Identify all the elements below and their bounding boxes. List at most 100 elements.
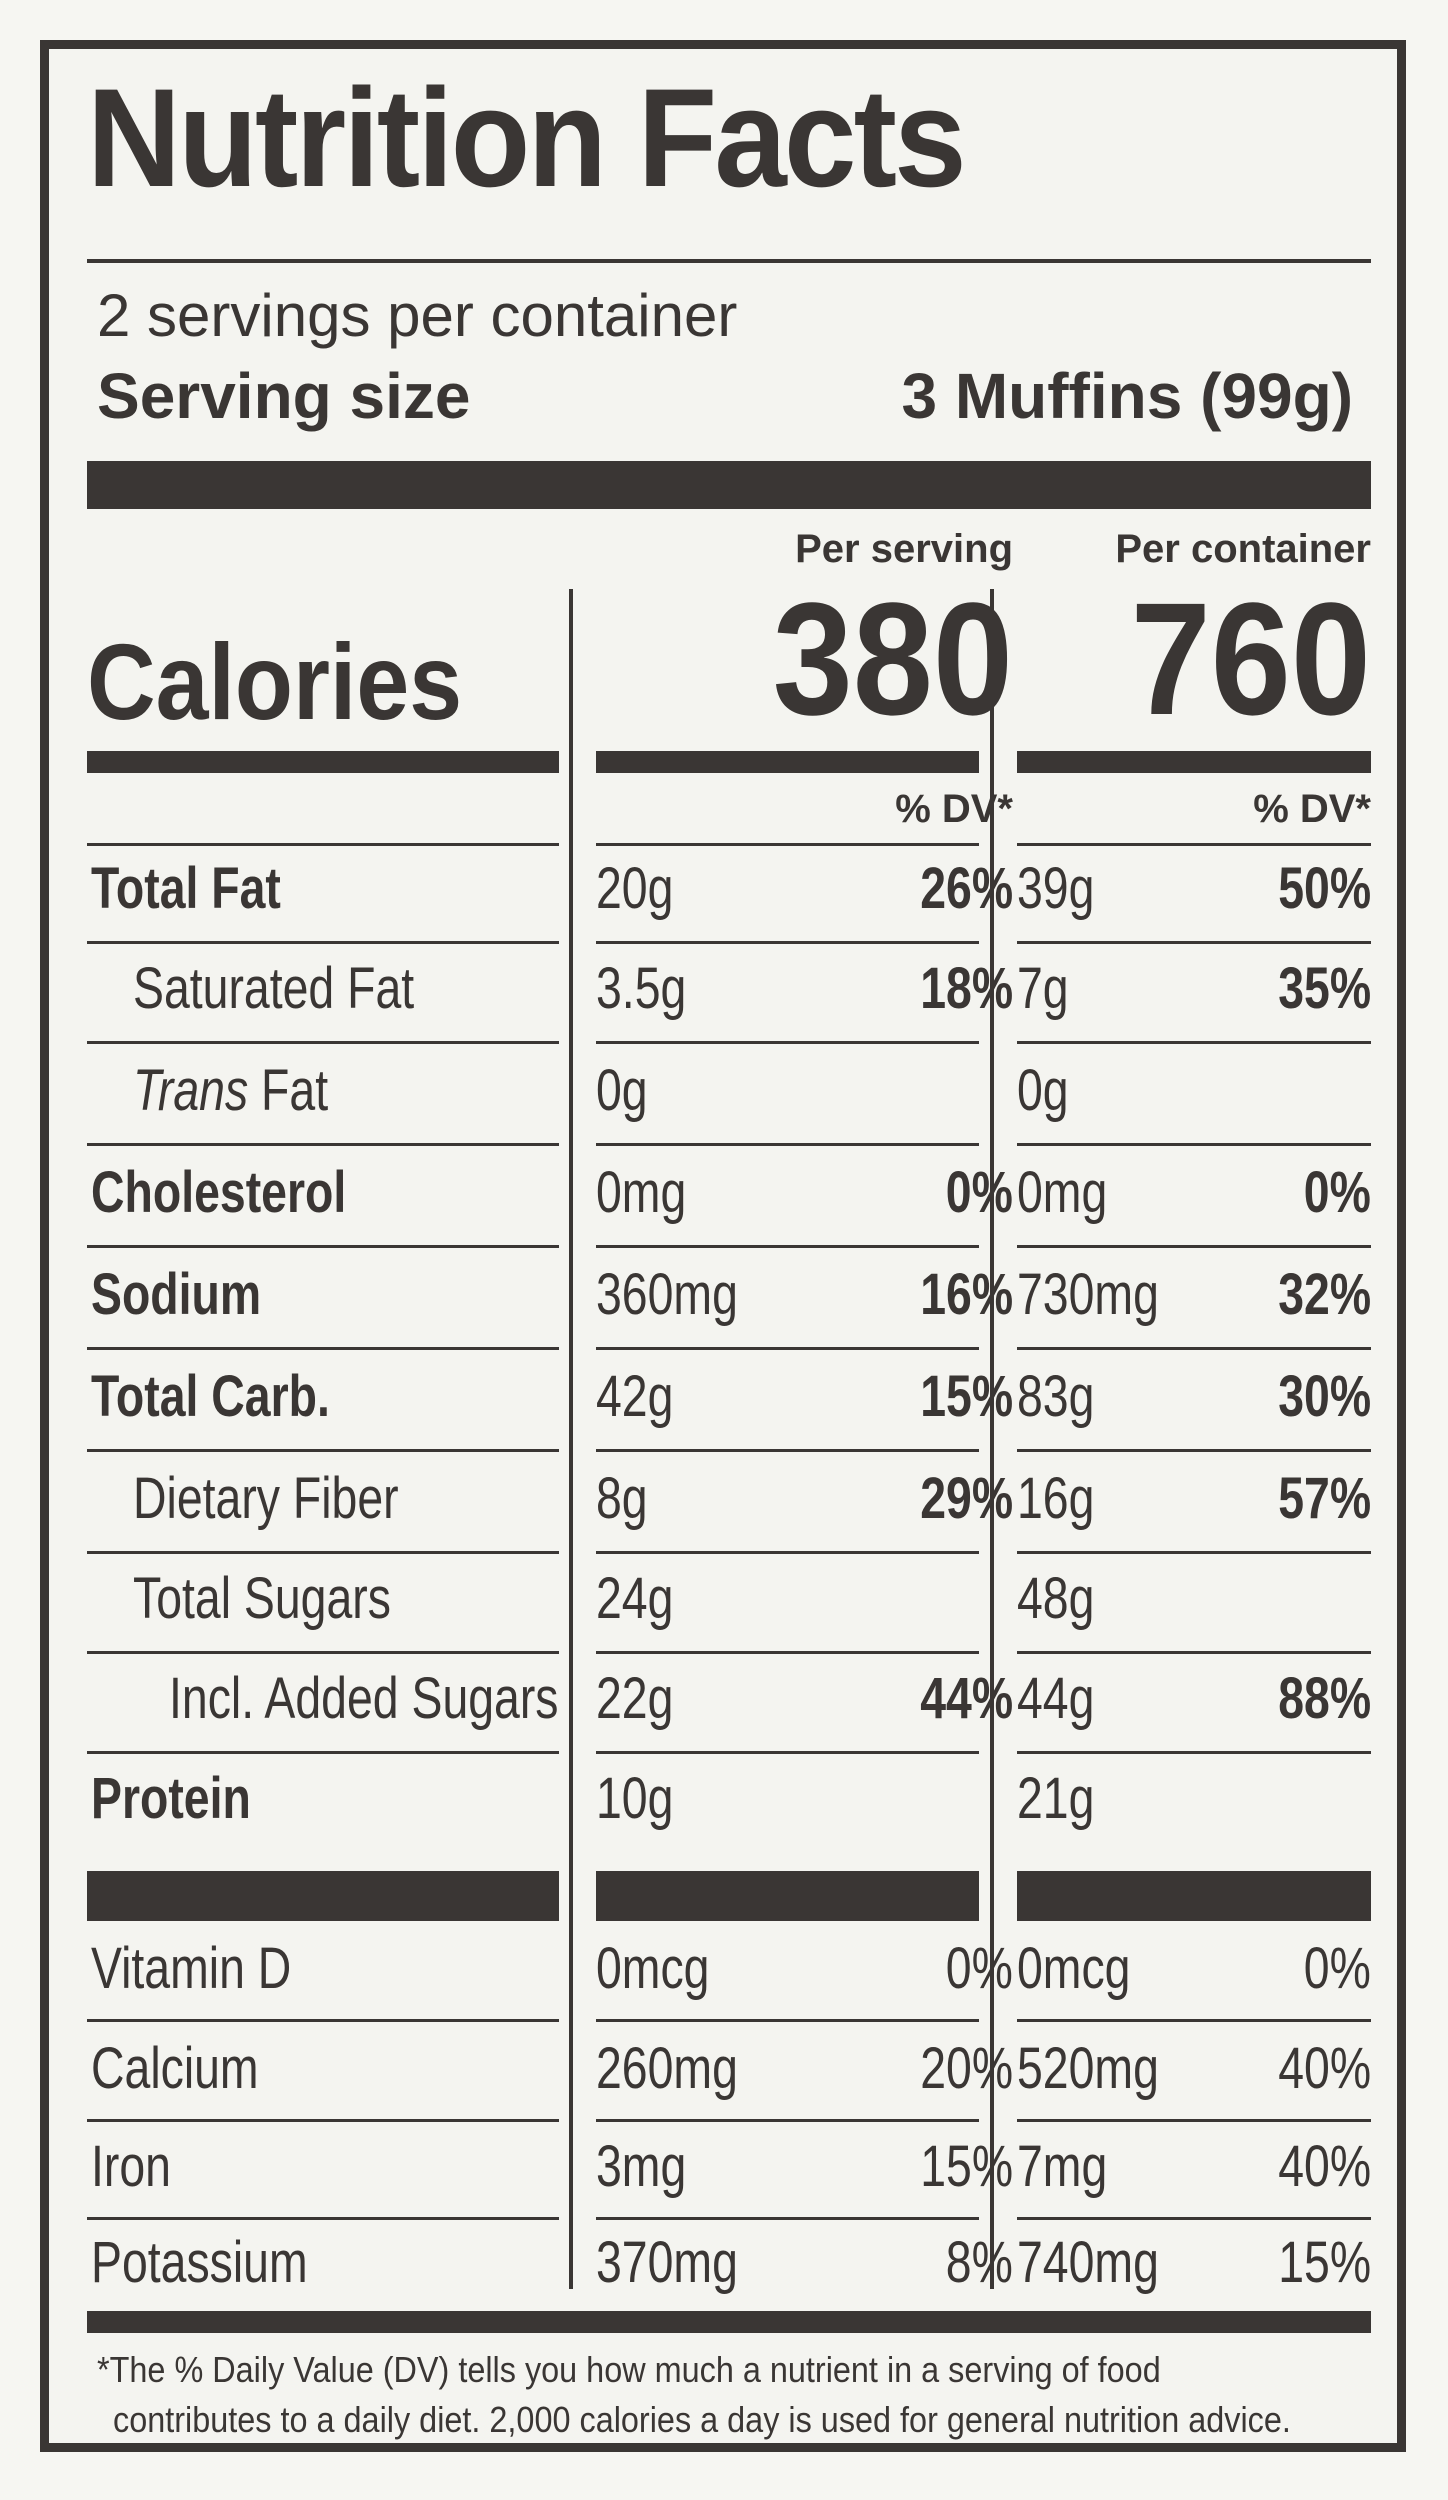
container-dv [1017,1765,1371,1832]
serving-amount: 0mcg [596,1936,710,2001]
nutrient-name: Saturated Fat [133,955,484,1022]
serving-amount: 0mg [596,1160,687,1225]
container-amount: 16g [1017,1466,1095,1531]
serving-dv [596,1765,1013,1832]
nutrient-name-text: Protein [91,1766,251,1831]
container-dv: 15% [1278,2230,1371,2295]
nutrient-name-text: Sodium [91,1262,262,1327]
container-dv: 40% [1278,2134,1371,2199]
row-divider [596,1245,979,1248]
nutrient-name-italic: Trans [133,1058,249,1123]
dv-header-serving: % DV* [895,787,1013,831]
vitamin-name: Vitamin D [91,1936,292,2001]
container-dv: 40% [1278,2036,1371,2101]
serving-dv: 0% [945,1936,1013,2001]
footnote-line-2: contributes to a daily diet. 2,000 calor… [113,2399,1291,2440]
row-divider [596,1751,979,1754]
row-divider [87,2217,559,2220]
container-dv: 32% [1278,1262,1371,1327]
serving-amount: 8g [596,1466,648,1531]
row-divider [596,1449,979,1452]
container-amount: 7g [1017,956,1069,1021]
row-divider [87,1449,559,1452]
serving-amount: 260mg [596,2036,738,2101]
calories-bar-left [87,751,559,773]
container-dv: 35% [1278,956,1371,1021]
container-amount: 7mg [1017,2134,1108,2199]
serving-amount: 42g [596,1364,674,1429]
vitamin-name: Potassium [91,2230,308,2295]
serving-size-label: Serving size [97,360,471,432]
nutrient-name: Protein [91,1765,291,1832]
nutrition-facts-label: Nutrition Facts 2 servings per container… [40,40,1406,2452]
serving-dv: 44% [920,1666,1013,1731]
nutrient-name: Dietary Fiber [133,1465,465,1532]
nutrient-name: Sodium [91,1261,304,1328]
row-divider [87,1143,559,1146]
serving-dv [596,1057,1013,1124]
vitamin-bar-mid [596,1871,979,1921]
nutrient-name: Cholesterol [91,1159,410,1226]
per-serving-header: Per serving [795,527,1013,571]
serving-amount: 0g [596,1058,648,1123]
serving-dv [596,1565,1013,1632]
serving-dv: 16% [920,1262,1013,1327]
serving-dv: 29% [920,1466,1013,1531]
row-divider [596,2217,979,2220]
row-divider [596,1551,979,1554]
row-divider [1017,2119,1371,2122]
row-divider [1017,1347,1371,1350]
calories-label: Calories [87,621,463,742]
container-dv: 57% [1278,1466,1371,1531]
dv-header-container: % DV* [1253,787,1371,831]
container-amount: 48g [1017,1566,1095,1631]
row-divider [596,1041,979,1044]
container-amount: 83g [1017,1364,1095,1429]
container-amount: 740mg [1017,2230,1159,2295]
row-divider [1017,1041,1371,1044]
row-divider [87,2019,559,2022]
serving-amount: 20g [596,856,674,921]
serving-amount: 360mg [596,1262,738,1327]
row-divider [596,2019,979,2022]
serving-dv: 20% [920,2036,1013,2101]
row-divider [87,2119,559,2122]
nutrient-name-text: Incl. Added Sugars [169,1666,559,1731]
row-divider [87,1245,559,1248]
container-amount: 0mcg [1017,1936,1131,2001]
row-divider [87,1651,559,1654]
footer-thick-bar [87,2311,1371,2333]
row-divider [596,843,979,846]
serving-dv: 0% [945,1160,1013,1225]
vitamin-bar-right [1017,1871,1371,1921]
row-divider [1017,1651,1371,1654]
container-amount: 520mg [1017,2036,1159,2101]
vitamin-bar-left [87,1871,559,1921]
serving-dv: 26% [920,856,1013,921]
nutrient-name-text: Total Carb. [91,1364,330,1429]
serving-dv: 8% [945,2230,1013,2295]
calories-per-container: 760 [1130,569,1371,748]
vitamin-name: Iron [91,2134,171,2199]
container-dv [1017,1565,1371,1632]
nutrient-name: Trans Fat [133,1057,377,1124]
serving-size-value: 3 Muffins (99g) [901,360,1353,432]
container-amount: 0mg [1017,1160,1108,1225]
calories-per-serving: 380 [772,569,1013,748]
container-dv [1017,1057,1371,1124]
serving-dv: 15% [920,2134,1013,2199]
serving-dv: 15% [920,1364,1013,1429]
container-dv: 0% [1303,1160,1371,1225]
container-dv: 88% [1278,1666,1371,1731]
column-divider-left [569,589,573,2289]
container-dv: 30% [1278,1364,1371,1429]
serving-thick-bar [87,461,1371,509]
serving-amount: 24g [596,1566,674,1631]
nutrient-name-text: Cholesterol [91,1160,347,1225]
serving-amount: 3.5g [596,956,687,1021]
row-divider [87,1041,559,1044]
nutrient-name-text: Total Fat [91,856,281,921]
row-divider [1017,2019,1371,2022]
row-divider [596,1143,979,1146]
calories-bar-mid [596,751,979,773]
